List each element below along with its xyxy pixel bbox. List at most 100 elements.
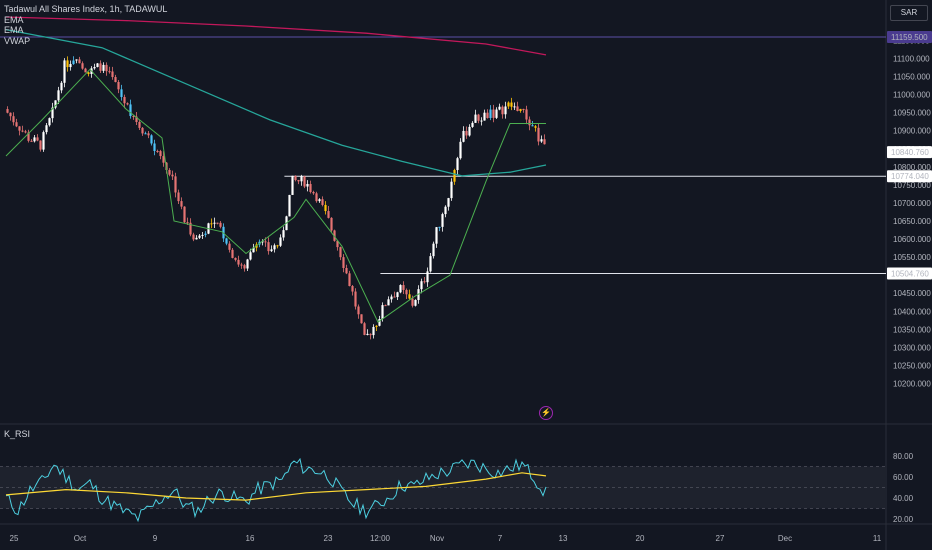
candle-body xyxy=(183,206,186,223)
candle-body xyxy=(498,106,501,110)
candle-body xyxy=(462,130,465,142)
price-tick-label: 10800.000 xyxy=(893,163,931,172)
candle-body xyxy=(147,133,150,136)
candle-body xyxy=(186,222,189,224)
candle-body xyxy=(111,71,114,78)
candle-body xyxy=(351,286,354,292)
candle-body xyxy=(156,151,159,153)
candle-body xyxy=(483,112,486,121)
candle-body xyxy=(360,314,363,324)
vwap-line xyxy=(5,68,546,323)
candle-body xyxy=(237,259,240,265)
candle-body xyxy=(375,325,378,327)
rsi-line xyxy=(5,457,547,523)
candle-body xyxy=(228,243,231,250)
price-tick-label: 10900.000 xyxy=(893,127,931,136)
candle-body xyxy=(192,234,195,240)
price-tick-label: 10250.000 xyxy=(893,361,931,370)
candle-body xyxy=(393,296,396,298)
candle-body xyxy=(492,109,495,118)
candle-body xyxy=(15,122,18,127)
time-tick-label: Dec xyxy=(778,534,792,543)
price-tick-label: 10700.000 xyxy=(893,199,931,208)
candle-body xyxy=(444,206,447,215)
candle-body xyxy=(42,132,45,150)
candle-body xyxy=(480,120,483,122)
candle-body xyxy=(543,139,546,145)
price-tick-label: 10400.000 xyxy=(893,307,931,316)
rsi-tick-label: 80.00 xyxy=(893,452,914,461)
candle-body xyxy=(501,106,504,115)
candle-body xyxy=(195,237,198,240)
time-tick-label: Nov xyxy=(430,534,444,543)
candle-body xyxy=(99,63,102,71)
candle-body xyxy=(36,137,39,141)
price-tag-label: 10774.040 xyxy=(891,172,929,181)
candle-body xyxy=(534,126,537,128)
candle-body xyxy=(327,211,330,218)
candle-body xyxy=(264,241,267,243)
candle-body xyxy=(63,60,66,83)
candle-body xyxy=(477,114,480,121)
candle-body xyxy=(240,264,243,266)
candle-body xyxy=(300,176,303,182)
time-tick-label: 23 xyxy=(324,534,333,543)
candle-body xyxy=(57,90,60,101)
candle-body xyxy=(405,289,408,295)
candle-body xyxy=(513,106,516,108)
candle-body xyxy=(234,257,237,260)
candle-body xyxy=(39,140,42,150)
candle-body xyxy=(114,77,117,83)
currency-button[interactable]: SAR xyxy=(890,5,928,21)
candle-body xyxy=(456,158,459,171)
candle-body xyxy=(468,126,471,136)
time-tick-label: 7 xyxy=(498,534,503,543)
candle-body xyxy=(294,175,297,181)
time-tick-label: 13 xyxy=(559,534,568,543)
candle-body xyxy=(345,267,348,274)
candle-body xyxy=(69,64,72,68)
rsi-ma-line xyxy=(5,472,547,501)
candle-body xyxy=(18,126,21,131)
candle-body xyxy=(150,135,153,144)
time-tick-label: 12:00 xyxy=(370,534,391,543)
candle-body xyxy=(243,265,246,269)
candle-body xyxy=(108,71,111,73)
candle-body xyxy=(315,193,318,202)
candle-body xyxy=(519,108,522,112)
price-tag-label: 10840.760 xyxy=(891,148,929,157)
candle-body xyxy=(336,240,339,248)
candle-body xyxy=(21,130,24,132)
candle-body xyxy=(225,238,228,244)
candle-body xyxy=(126,103,129,105)
candle-body xyxy=(525,109,528,120)
candle-body xyxy=(219,222,222,227)
candle-body xyxy=(291,175,294,195)
price-tag xyxy=(887,146,932,159)
candle-body xyxy=(261,241,264,243)
ema-short-line xyxy=(5,28,547,177)
candle-body xyxy=(408,294,411,299)
candle-body xyxy=(273,245,276,250)
legend-ema-2: EMA xyxy=(4,25,24,35)
price-tick-label: 11050.000 xyxy=(893,73,931,82)
candle-body xyxy=(354,291,357,307)
candle-body xyxy=(372,326,375,336)
candle-body xyxy=(54,100,57,108)
candle-body xyxy=(432,243,435,257)
rsi-tick-label: 40.00 xyxy=(893,494,914,503)
candle-body xyxy=(171,174,174,177)
candle-body xyxy=(381,305,384,319)
price-tick-label: 10300.000 xyxy=(893,343,931,352)
candle-body xyxy=(435,227,438,244)
candle-body xyxy=(366,333,369,335)
candle-body xyxy=(420,281,423,290)
lightning-icon[interactable]: ⚡ xyxy=(539,406,553,420)
candle-body xyxy=(252,247,255,253)
candle-body xyxy=(516,106,519,112)
price-tick-label: 10950.000 xyxy=(893,109,931,118)
candle-body xyxy=(123,97,126,104)
price-tick-label: 10200.000 xyxy=(893,380,931,389)
legend-title: Tadawul All Shares Index, 1h, TADAWUL xyxy=(4,4,168,14)
